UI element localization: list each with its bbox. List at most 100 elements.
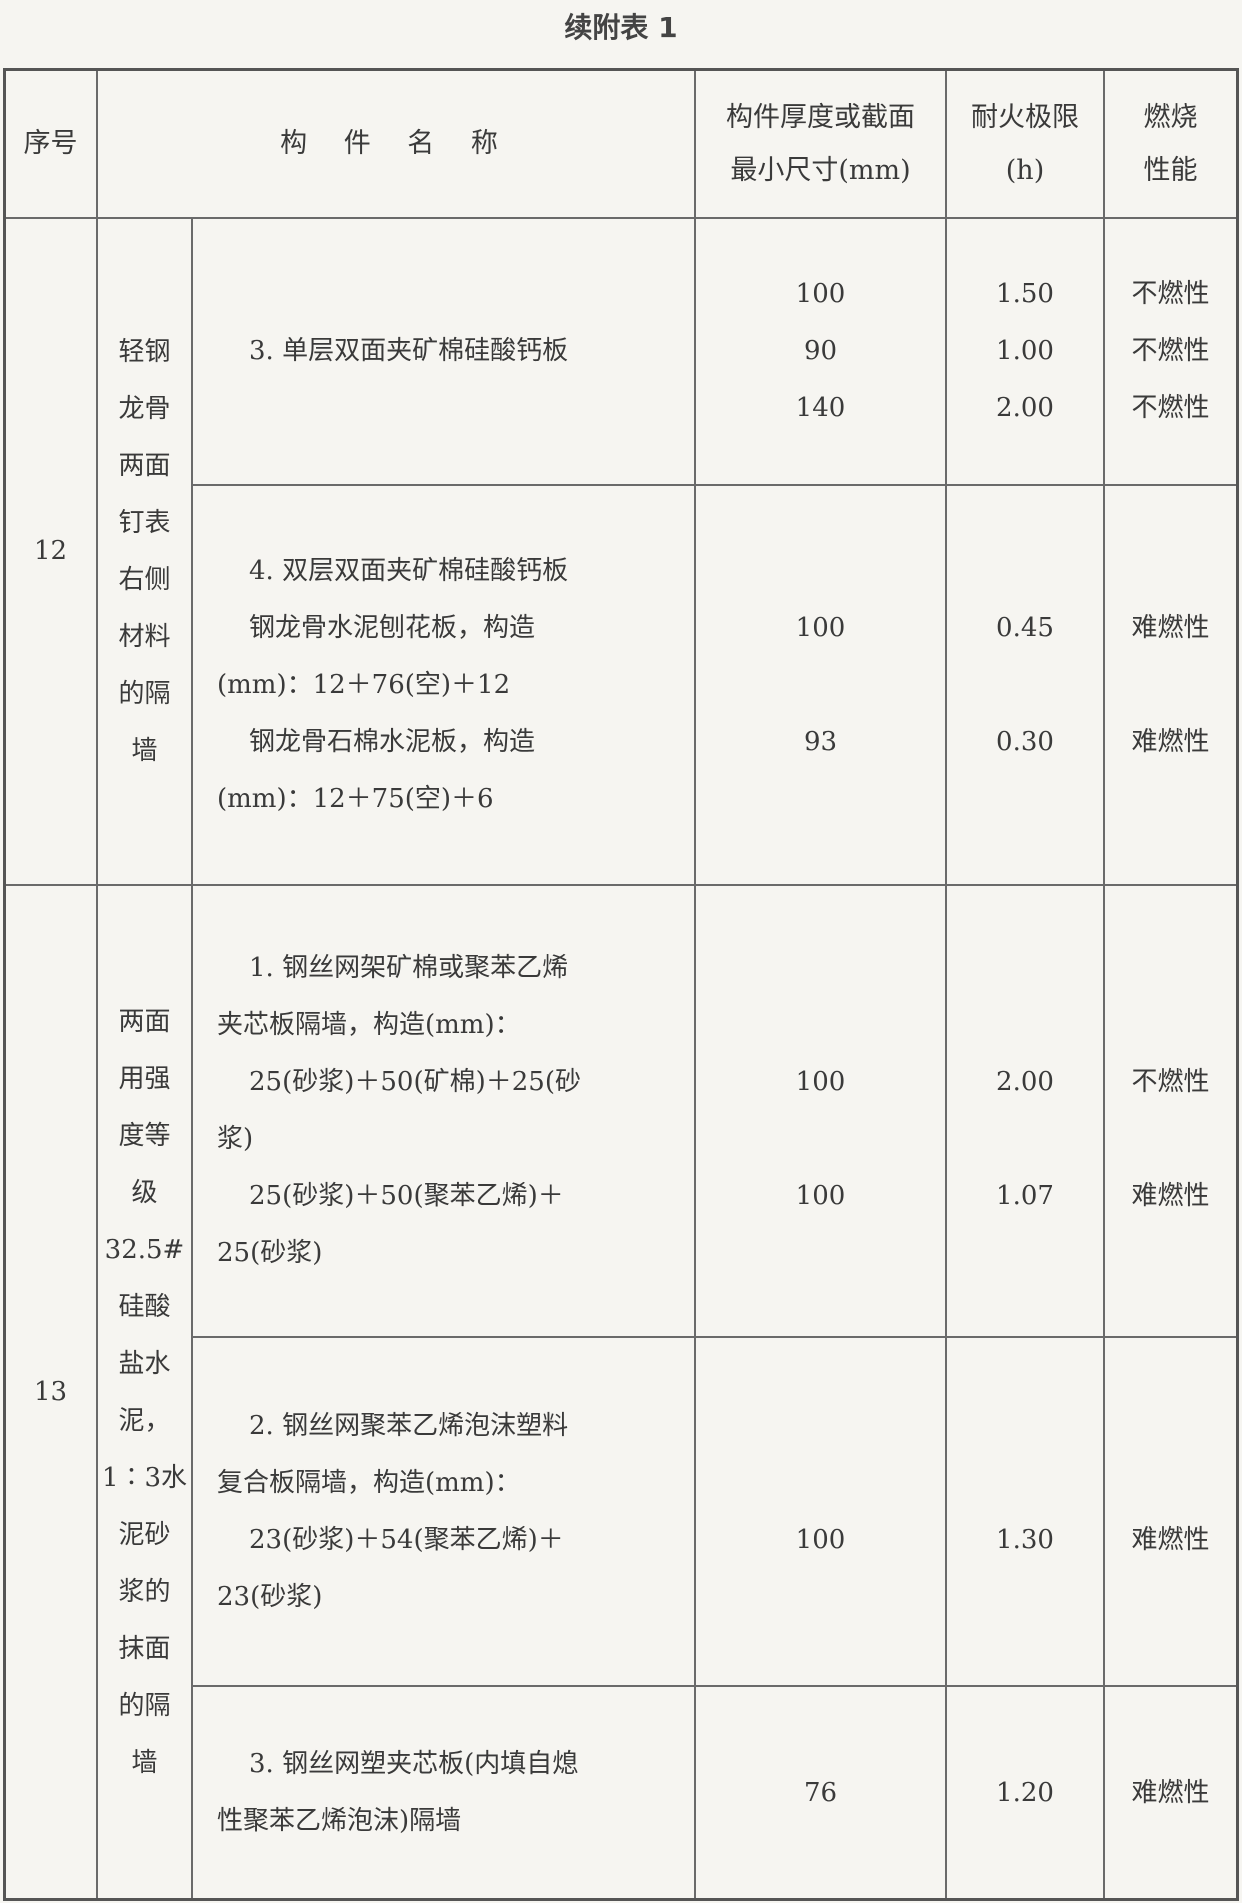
item-thickness-line: 93 xyxy=(803,726,838,757)
item-fire-limit-line: 0.30 xyxy=(996,726,1054,757)
item-fire-limit-line: 1.07 xyxy=(996,1181,1054,1211)
item-name: 4. 双层双面夹矿棉硅酸钙板 钢龙骨水泥刨花板，构造 (mm)：12＋76(空)＋1… xyxy=(191,484,696,886)
row-label-line: 浆的 xyxy=(118,1576,171,1607)
header-name: 构 件 名 称 xyxy=(96,68,696,219)
item-name-line: 性聚苯乙烯泡沫)隔墙 xyxy=(217,1806,462,1836)
item-fire-limit: 1.50 1.00 2.00 xyxy=(945,217,1105,486)
row-seq: 12 xyxy=(3,217,98,886)
item-thickness-line: 100 xyxy=(795,1181,846,1211)
item-fire-limit-line: 1.20 xyxy=(996,1777,1054,1808)
item-combustion-line: 不燃性 xyxy=(1131,393,1210,423)
row-label-line: 两面 xyxy=(118,1006,171,1037)
item-combustion-line: 不燃性 xyxy=(1131,336,1210,366)
header-thickness-line: 最小尺寸(mm) xyxy=(730,154,911,186)
item-fire-limit-line: 1.30 xyxy=(996,1524,1054,1555)
row-label-line: 抹面 xyxy=(118,1633,171,1664)
item-fire-limit: 2.00 1.07 xyxy=(945,884,1105,1338)
item-name-line: 浆) xyxy=(217,1124,254,1154)
row-seq-line: 12 xyxy=(33,536,68,566)
row-label-line: 泥， xyxy=(118,1405,171,1436)
item-combustion-line: 难燃性 xyxy=(1131,1181,1210,1211)
item-combustion: 难燃性 xyxy=(1103,1685,1238,1901)
item-thickness-line: 140 xyxy=(795,393,846,423)
item-combustion-line: 不燃性 xyxy=(1131,279,1210,309)
row-label-line: 钉表 xyxy=(118,507,171,538)
item-thickness-line: 76 xyxy=(803,1777,838,1808)
item-combustion-line: 难燃性 xyxy=(1131,1524,1210,1555)
row-label-line: 的隔 xyxy=(118,1690,171,1721)
item-combustion-line: 难燃性 xyxy=(1131,726,1210,757)
item-thickness-line: 100 xyxy=(795,1524,846,1555)
item-name-line: 夹芯板隔墙，构造(mm)： xyxy=(217,1010,521,1040)
item-fire-limit: 1.30 xyxy=(945,1336,1105,1687)
item-name-line: 25(砂浆) xyxy=(217,1238,323,1268)
row-label-line: 级 xyxy=(131,1177,158,1208)
row-label-line: 墙 xyxy=(131,735,158,766)
item-combustion: 不燃性 难燃性 xyxy=(1103,884,1238,1338)
header-combustion-line: 燃烧 xyxy=(1143,101,1198,133)
header-thickness-line: 构件厚度或截面 xyxy=(726,101,915,133)
row-label-line: 硅酸 xyxy=(118,1291,171,1322)
item-thickness: 76 xyxy=(694,1685,947,1901)
item-combustion: 不燃性 不燃性 不燃性 xyxy=(1103,217,1238,486)
item-name: 1. 钢丝网架矿棉或聚苯乙烯夹芯板隔墙，构造(mm)： 25(砂浆)＋50(矿棉)… xyxy=(191,884,696,1338)
item-name-line: (mm)：12＋75(空)＋6 xyxy=(217,783,494,814)
table-title: 续附表 1 xyxy=(564,11,678,44)
row-label-line: 盐水 xyxy=(118,1348,171,1379)
item-combustion: 难燃性 难燃性 xyxy=(1103,484,1238,886)
item-combustion-line: 不燃性 xyxy=(1131,1067,1210,1097)
item-name-line: 23(砂浆) xyxy=(217,1581,323,1612)
item-fire-limit: 1.20 xyxy=(945,1685,1105,1901)
row-label-line: 右侧 xyxy=(118,564,171,595)
header-seq: 序号 xyxy=(3,68,98,219)
item-name-line: (mm)：12＋76(空)＋12 xyxy=(217,669,511,700)
item-fire-limit-line: 2.00 xyxy=(996,1067,1054,1097)
item-name: 2. 钢丝网聚苯乙烯泡沫塑料 复合板隔墙，构造(mm)： 23(砂浆)＋54(聚苯乙… xyxy=(191,1336,696,1687)
item-thickness: 100 xyxy=(694,1336,947,1687)
row-seq: 13 xyxy=(3,884,98,1901)
header-fire-limit: 耐火极限 (h) xyxy=(945,68,1105,219)
item-fire-limit: 0.45 0.30 xyxy=(945,484,1105,886)
header-name-line: 构 件 名 称 xyxy=(280,128,512,159)
item-thickness: 100 93 xyxy=(694,484,947,886)
item-name-line: 3. 单层双面夹矿棉硅酸钙板 xyxy=(249,336,569,366)
item-thickness: 100 90 140 xyxy=(694,217,947,486)
header-seq-line: 序号 xyxy=(23,128,78,159)
row-label-line: 1∶3水 xyxy=(101,1462,188,1493)
row-label-line: 的隔 xyxy=(118,678,171,709)
item-thickness-line: 100 xyxy=(795,1067,846,1097)
item-name: 3. 单层双面夹矿棉硅酸钙板 xyxy=(191,217,696,486)
row-label-line: 墙 xyxy=(131,1747,158,1778)
item-thickness-line: 100 xyxy=(795,612,846,643)
row-label-line: 32.5# xyxy=(104,1234,185,1265)
row-label: 轻钢龙骨两面钉表右侧材料的隔墙 xyxy=(96,217,193,886)
item-fire-limit-line: 2.00 xyxy=(996,393,1054,423)
row-label-line: 泥砂 xyxy=(118,1519,171,1550)
row-label-line: 度等 xyxy=(118,1120,171,1151)
item-name-line: 4. 双层双面夹矿棉硅酸钙板 xyxy=(249,555,569,586)
item-fire-limit-line: 1.50 xyxy=(996,279,1054,309)
header-combustion-line: 性能 xyxy=(1143,154,1198,186)
row-label-line: 轻钢 xyxy=(118,336,171,367)
row-label-line: 用强 xyxy=(118,1063,171,1094)
item-combustion-line: 难燃性 xyxy=(1131,612,1210,643)
row-label-line: 材料 xyxy=(118,621,171,652)
row-label-line: 龙骨 xyxy=(118,393,171,424)
item-name-line: 25(砂浆)＋50(矿棉)＋25(砂 xyxy=(249,1067,581,1097)
item-name-line: 复合板隔墙，构造(mm)： xyxy=(217,1467,521,1498)
item-name-line: 23(砂浆)＋54(聚苯乙烯)＋ xyxy=(249,1524,564,1555)
item-fire-limit-line: 0.45 xyxy=(996,612,1054,643)
header-fire-limit-line: 耐火极限 xyxy=(971,101,1079,133)
row-seq-line: 13 xyxy=(33,1377,68,1407)
header-thickness: 构件厚度或截面 最小尺寸(mm) xyxy=(694,68,947,219)
item-name-line: 钢龙骨水泥刨花板，构造 xyxy=(249,612,536,643)
item-combustion-line: 难燃性 xyxy=(1131,1777,1210,1808)
item-name-line: 25(砂浆)＋50(聚苯乙烯)＋ xyxy=(249,1181,564,1211)
item-thickness: 100 100 xyxy=(694,884,947,1338)
header-combustion: 燃烧 性能 xyxy=(1103,68,1238,219)
item-thickness-line: 90 xyxy=(803,336,838,366)
item-name-line: 3. 钢丝网塑夹芯板(内填自熄 xyxy=(249,1749,579,1779)
header-fire-limit-line: (h) xyxy=(1005,154,1045,186)
row-label-line: 两面 xyxy=(118,450,171,481)
item-name-line: 1. 钢丝网架矿棉或聚苯乙烯 xyxy=(249,953,569,983)
